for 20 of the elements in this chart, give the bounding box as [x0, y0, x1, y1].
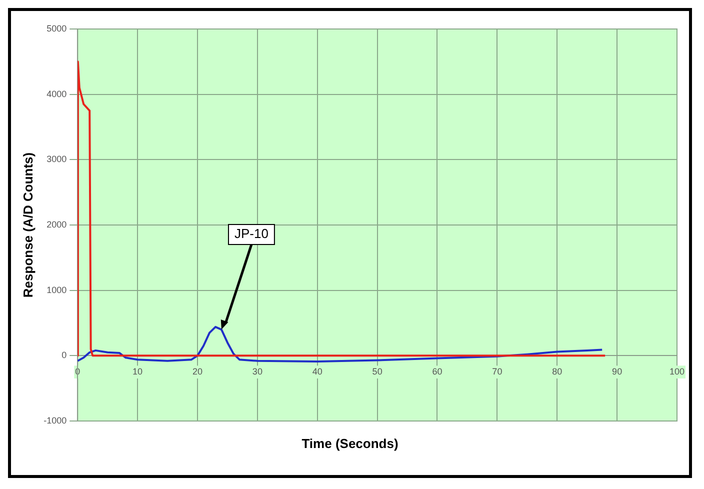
x-axis-title: Time (Seconds) [300, 436, 400, 451]
x-tick-label: 70 [492, 366, 502, 377]
y-tick-label: 4000 [46, 88, 67, 99]
y-axis-title: Response (A/D Counts) [20, 152, 36, 298]
x-tick-label: 10 [132, 366, 143, 377]
x-tick-label: 60 [432, 366, 442, 377]
y-tick-label: 0 [62, 350, 67, 360]
x-tick-label: 90 [612, 366, 622, 377]
x-tick-label: 20 [192, 366, 203, 377]
x-tick-label: 100 [669, 366, 685, 377]
x-tick-label: 30 [252, 366, 262, 377]
x-tick-label: 80 [552, 366, 562, 377]
x-tick-label: 50 [372, 366, 382, 377]
y-tick-label: 1000 [46, 284, 67, 295]
annotation: JP-10 [234, 226, 268, 242]
y-tick-label: -1000 [44, 415, 67, 426]
y-tick-label: 2000 [46, 219, 67, 230]
x-tick-label: 40 [312, 366, 322, 377]
y-tick-label: 3000 [46, 154, 67, 164]
y-tick-label: 5000 [46, 23, 67, 34]
